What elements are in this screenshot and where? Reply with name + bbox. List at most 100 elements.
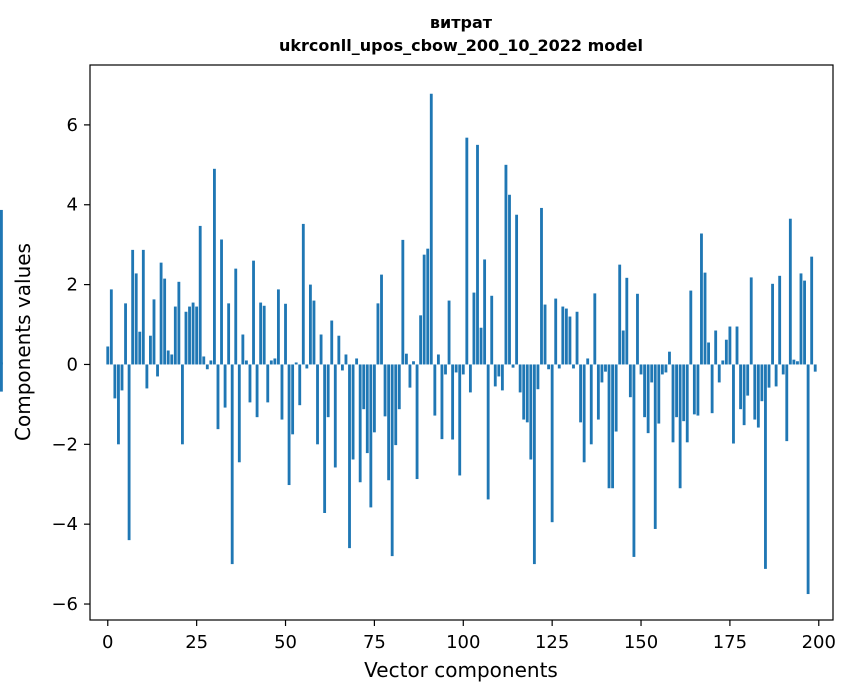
bar-150 (639, 364, 643, 375)
bar-138 (596, 364, 600, 420)
bar-177 (735, 326, 739, 365)
bar-49 (280, 364, 284, 420)
bar-117 (522, 364, 526, 420)
bar-163 (685, 364, 689, 443)
y-tick-label: −6 (51, 594, 78, 615)
bar-74 (369, 364, 373, 508)
y-tick-label: 4 (67, 195, 78, 216)
bar-155 (657, 364, 661, 424)
bar-132 (575, 311, 579, 365)
bar-100 (461, 364, 465, 375)
bar-183 (756, 364, 760, 428)
bar-19 (173, 306, 177, 365)
bar-8 (134, 273, 138, 365)
bar-56 (305, 364, 309, 369)
bar-166 (696, 364, 700, 416)
bar-63 (330, 320, 334, 365)
bar-146 (625, 277, 629, 365)
bar-140 (604, 364, 607, 372)
bar-156 (660, 364, 664, 375)
bar-64 (333, 364, 337, 468)
bar-157 (664, 364, 668, 373)
chart-subtitle: ukrconll_upos_cbow_200_10_2022 model (279, 36, 643, 55)
bar-14 (156, 364, 159, 377)
bar-57 (308, 284, 312, 365)
bar-152 (646, 364, 650, 434)
bar-68 (348, 364, 351, 549)
bar-202 (0, 362, 3, 365)
bar-20 (177, 281, 181, 365)
bar-21 (181, 364, 184, 445)
bar-103 (472, 292, 476, 365)
bar-120 (532, 364, 536, 565)
bar-125 (550, 364, 554, 523)
bar-79 (387, 364, 391, 481)
bar-67 (344, 354, 348, 365)
bar-144 (618, 264, 622, 365)
y-tick-label: 0 (67, 354, 78, 375)
bar-101 (465, 137, 469, 365)
bar-197 (806, 364, 810, 595)
bar-176 (732, 364, 735, 444)
bar-48 (276, 289, 280, 365)
x-tick-label: 100 (446, 632, 480, 653)
bar-137 (593, 293, 597, 365)
bar-38 (241, 334, 245, 365)
bar-165 (692, 364, 696, 415)
bar-198 (810, 256, 814, 365)
bar-90 (426, 248, 430, 365)
y-tick-label: −4 (51, 514, 78, 535)
bar-139 (600, 364, 604, 383)
bar-143 (614, 364, 618, 432)
x-tick-label: 150 (624, 632, 658, 653)
bar-11 (145, 364, 149, 389)
x-tick-label: 50 (274, 632, 297, 653)
bar-73 (365, 364, 369, 454)
bar-119 (529, 364, 533, 460)
bar-55 (301, 223, 305, 365)
bar-87 (415, 364, 419, 480)
bar-131 (572, 364, 575, 369)
x-tick-label: 75 (363, 632, 386, 653)
bar-196 (803, 280, 806, 365)
bar-102 (468, 364, 472, 393)
y-axis-ticks: −6 −4 −2 0 2 4 6 (51, 115, 90, 615)
bar-124 (547, 364, 551, 370)
bar-85 (408, 364, 412, 388)
bar-98 (454, 364, 458, 373)
bar-9 (138, 331, 142, 365)
bar-122 (540, 207, 543, 365)
bar-191 (785, 364, 789, 442)
bar-45 (266, 364, 270, 403)
bar-70 (355, 358, 359, 365)
bar-1 (109, 289, 113, 365)
bar-76 (376, 303, 380, 365)
bar-66 (340, 364, 344, 371)
bar-97 (451, 364, 455, 440)
bar-89 (422, 254, 426, 365)
bar-192 (788, 218, 792, 365)
bar-112 (504, 164, 508, 365)
bar-195 (799, 273, 803, 365)
bar-175 (728, 326, 732, 365)
bar-111 (500, 364, 504, 391)
chart-title: витрат (430, 13, 493, 32)
bar-53 (294, 362, 298, 365)
x-axis-ticks: 0 25 50 75 100 125 150 175 200 (102, 620, 836, 653)
bar-51 (287, 364, 291, 486)
bar-179 (742, 364, 746, 426)
bar-200 (0, 364, 3, 392)
bars-group (0, 93, 817, 595)
bar-108 (490, 295, 494, 365)
bar-109 (493, 364, 497, 387)
bar-181 (749, 277, 753, 365)
bar-148 (632, 364, 636, 557)
bar-154 (653, 364, 657, 529)
bar-16 (163, 278, 167, 365)
bar-147 (628, 364, 632, 398)
bar-82 (397, 364, 401, 410)
x-axis-label: Vector components (364, 658, 558, 682)
bar-46 (269, 360, 273, 365)
x-tick-label: 175 (713, 632, 747, 653)
